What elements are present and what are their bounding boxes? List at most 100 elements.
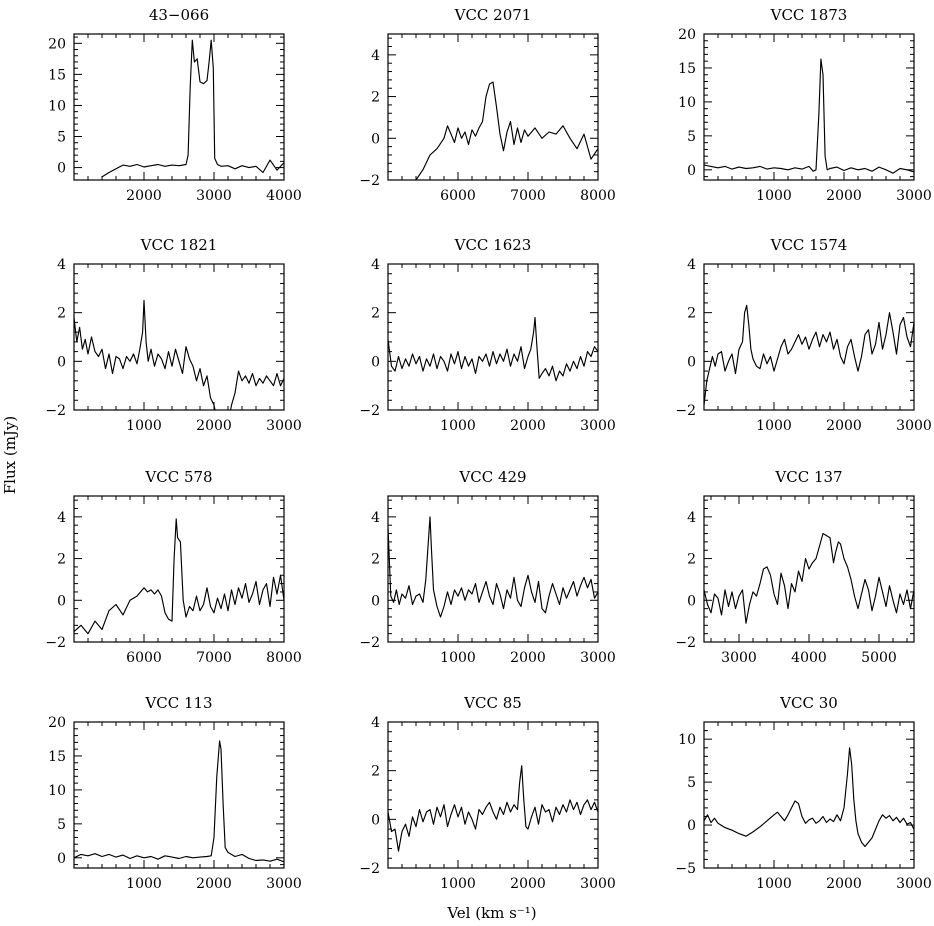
x-tick-label: 1000 (126, 418, 162, 434)
x-tick-label: 2000 (196, 876, 232, 892)
y-tick-label: 10 (48, 783, 66, 799)
x-tick-label: 3000 (580, 876, 616, 892)
panel-title: 43−066 (149, 6, 209, 24)
y-tick-label: 10 (48, 98, 66, 114)
y-tick-label: 4 (687, 510, 696, 526)
plot-frame (73, 721, 285, 869)
y-tick-label: −2 (359, 861, 380, 877)
y-tick-label: −2 (675, 403, 696, 419)
panel-11: VCC 85 1000 2000 3000 −2 0 2 4 (359, 694, 615, 892)
x-tick-label: 1000 (756, 188, 792, 204)
y-tick-label: 2 (371, 306, 380, 322)
panel-6: VCC 1574 1000 2000 3000 −2 0 2 4 (675, 236, 931, 434)
y-tick-label: 0 (371, 812, 380, 828)
panel-4: VCC 1821 1000 2000 3000 −2 0 2 4 (45, 236, 301, 434)
spectrum-line (388, 765, 598, 852)
panel-title: VCC 1623 (454, 236, 532, 254)
panel-9: VCC 137 3000 4000 5000 −2 0 2 4 (675, 468, 915, 666)
spectrum-line (704, 747, 914, 848)
x-tick-label: 2000 (510, 876, 546, 892)
panel-title: VCC 2071 (454, 6, 532, 24)
plot-frame (387, 495, 599, 643)
x-tick-label: 1000 (756, 876, 792, 892)
y-tick-label: 0 (687, 163, 696, 179)
y-tick-label: 4 (57, 510, 66, 526)
x-tick-label: 1000 (756, 418, 792, 434)
spectrum-line (101, 39, 284, 178)
spectrum-line (74, 740, 284, 863)
x-tick-label: 2000 (826, 418, 862, 434)
x-tick-label: 1000 (440, 418, 476, 434)
y-tick-label: 15 (678, 61, 696, 77)
x-tick-label: 3000 (896, 188, 932, 204)
plot-frame (703, 721, 915, 869)
x-tick-label: 3000 (196, 188, 232, 204)
panel-1: 43−066 2000 3000 4000 0 5 10 15 20 (48, 6, 302, 204)
x-tick-label: 7000 (196, 650, 232, 666)
spectrum-line (388, 516, 598, 618)
panel-title: VCC 137 (774, 468, 842, 486)
y-tick-label: 2 (371, 764, 380, 780)
y-tick-label: 0 (57, 354, 66, 370)
y-tick-label: 5 (57, 817, 66, 833)
y-tick-label: −2 (359, 635, 380, 651)
spectrum-line (74, 518, 284, 635)
y-tick-label: 0 (57, 161, 66, 177)
spectrum-line (74, 299, 284, 410)
y-tick-label: 5 (57, 130, 66, 146)
spectrum-line (415, 81, 598, 180)
plot-frame (703, 33, 915, 181)
y-tick-label: 2 (57, 306, 66, 322)
plot-frame (73, 263, 285, 411)
panel-title: VCC 85 (463, 694, 522, 712)
plot-frame (387, 263, 599, 411)
x-axis-label: Vel (km s⁻¹) (446, 904, 536, 922)
panel-title: VCC 1873 (770, 6, 848, 24)
x-tick-label: 2000 (510, 650, 546, 666)
y-tick-label: −5 (675, 861, 696, 877)
x-tick-label: 8000 (266, 650, 302, 666)
y-tick-label: 0 (687, 593, 696, 609)
y-tick-label: 4 (687, 257, 696, 273)
y-tick-label: 4 (371, 257, 380, 273)
x-tick-label: 3000 (721, 650, 757, 666)
y-tick-label: −2 (45, 635, 66, 651)
plot-frame (387, 721, 599, 869)
panel-3: VCC 1873 1000 2000 3000 0 5 10 15 20 (678, 6, 932, 204)
panel-title: VCC 1821 (140, 236, 218, 254)
panel-title: VCC 1574 (770, 236, 848, 254)
y-tick-label: 15 (48, 749, 66, 765)
panel-title: VCC 429 (458, 468, 526, 486)
y-tick-label: 2 (687, 306, 696, 322)
y-tick-label: 4 (371, 48, 380, 64)
y-tick-label: 20 (678, 27, 696, 43)
y-tick-label: 4 (371, 715, 380, 731)
y-tick-label: 4 (57, 257, 66, 273)
x-tick-label: 3000 (266, 418, 302, 434)
panel-10: VCC 113 1000 2000 3000 0 5 10 15 20 (48, 694, 302, 892)
y-axis-label: Flux (mJy) (1, 416, 19, 495)
x-tick-label: 8000 (580, 188, 616, 204)
panel-2: VCC 2071 6000 7000 8000 −2 0 2 4 (359, 6, 615, 204)
panel-title: VCC 113 (144, 694, 212, 712)
x-tick-label: 2000 (826, 876, 862, 892)
x-tick-label: 7000 (510, 188, 546, 204)
y-tick-label: 2 (371, 552, 380, 568)
y-tick-label: −2 (675, 635, 696, 651)
x-tick-label: 1000 (440, 650, 476, 666)
y-tick-label: 10 (678, 95, 696, 111)
x-tick-label: 6000 (440, 188, 476, 204)
x-tick-label: 4000 (791, 650, 827, 666)
panel-7: VCC 578 6000 7000 8000 −2 0 2 4 (45, 468, 301, 666)
panel-title: VCC 30 (779, 694, 838, 712)
y-tick-label: −2 (359, 403, 380, 419)
y-tick-label: 0 (57, 593, 66, 609)
panel-title: VCC 578 (144, 468, 212, 486)
plot-frame (703, 263, 915, 411)
y-tick-label: 2 (687, 552, 696, 568)
x-tick-label: 4000 (266, 188, 302, 204)
x-tick-label: 5000 (861, 650, 897, 666)
x-tick-label: 3000 (580, 418, 616, 434)
